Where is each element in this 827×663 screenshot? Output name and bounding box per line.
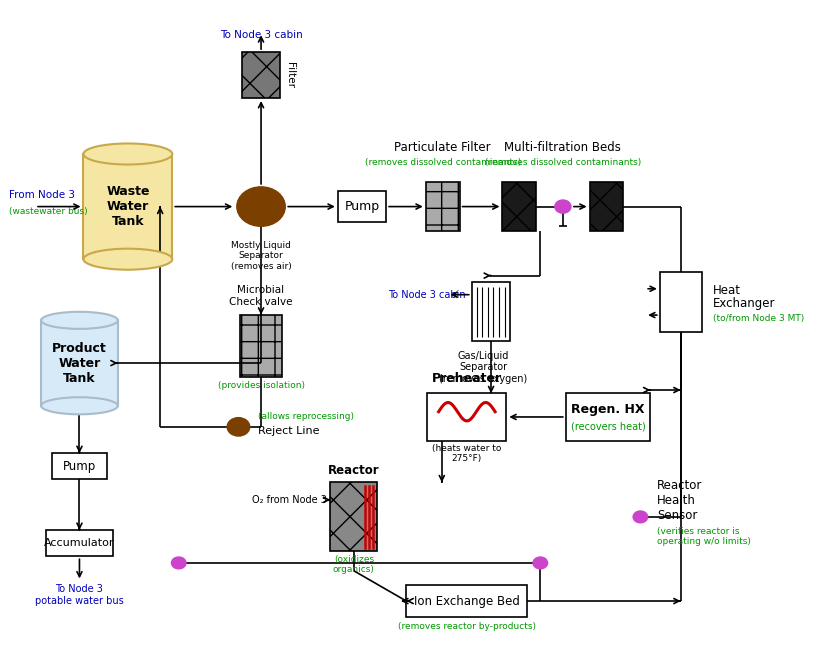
Text: To Node 3 cabin: To Node 3 cabin xyxy=(220,30,303,40)
Text: Reactor
Health
Sensor: Reactor Health Sensor xyxy=(657,479,703,522)
Text: Pump: Pump xyxy=(344,200,380,213)
Ellipse shape xyxy=(41,397,117,414)
Text: (removes dissolved contaminants): (removes dissolved contaminants) xyxy=(365,158,521,168)
Text: Mostly Liquid
Separator
(removes air): Mostly Liquid Separator (removes air) xyxy=(231,241,291,271)
Ellipse shape xyxy=(84,249,172,270)
Text: Multi-filtration Beds: Multi-filtration Beds xyxy=(504,141,621,154)
Text: Filter: Filter xyxy=(285,62,295,88)
Circle shape xyxy=(633,511,648,523)
Text: (allows reprocessing): (allows reprocessing) xyxy=(258,412,354,422)
FancyBboxPatch shape xyxy=(660,272,702,332)
Text: Heat: Heat xyxy=(713,284,741,296)
Text: Ion Exchange Bed: Ion Exchange Bed xyxy=(414,595,520,607)
FancyBboxPatch shape xyxy=(428,393,506,441)
Text: To Node 3 cabin: To Node 3 cabin xyxy=(388,290,466,300)
FancyBboxPatch shape xyxy=(241,52,280,98)
Ellipse shape xyxy=(84,143,172,164)
Text: To Node 3
potable water bus: To Node 3 potable water bus xyxy=(35,584,124,605)
FancyBboxPatch shape xyxy=(566,393,651,441)
FancyBboxPatch shape xyxy=(331,483,377,552)
Circle shape xyxy=(555,200,571,213)
Circle shape xyxy=(533,557,547,569)
Text: Exchanger: Exchanger xyxy=(713,298,776,310)
FancyBboxPatch shape xyxy=(406,585,528,617)
Text: Reject Line: Reject Line xyxy=(258,426,319,436)
FancyBboxPatch shape xyxy=(337,191,386,222)
FancyBboxPatch shape xyxy=(84,154,172,259)
Text: Preheater: Preheater xyxy=(432,373,502,385)
Text: (removes reactor by-products): (removes reactor by-products) xyxy=(398,622,536,631)
Text: (heats water to
275°F): (heats water to 275°F) xyxy=(433,444,501,463)
Circle shape xyxy=(227,418,250,436)
Text: Waste
Water
Tank: Waste Water Tank xyxy=(106,185,150,228)
FancyBboxPatch shape xyxy=(502,182,536,231)
Text: (removes dissolved contaminants): (removes dissolved contaminants) xyxy=(485,158,641,168)
Text: Regen. HX: Regen. HX xyxy=(571,402,645,416)
FancyBboxPatch shape xyxy=(46,530,112,556)
FancyBboxPatch shape xyxy=(471,282,510,341)
Ellipse shape xyxy=(41,312,117,329)
Text: (recovers heat): (recovers heat) xyxy=(571,422,646,432)
FancyBboxPatch shape xyxy=(240,315,282,377)
Text: Reactor: Reactor xyxy=(328,464,380,477)
Text: (to/from Node 3 MT): (to/from Node 3 MT) xyxy=(713,314,805,323)
FancyBboxPatch shape xyxy=(426,182,460,231)
Text: Microbial
Check valve: Microbial Check valve xyxy=(229,285,293,307)
Text: From Node 3: From Node 3 xyxy=(9,190,75,200)
Text: Pump: Pump xyxy=(63,459,96,473)
Text: Gas/Liquid
Separator
(removes oxygen): Gas/Liquid Separator (removes oxygen) xyxy=(439,351,527,384)
FancyBboxPatch shape xyxy=(590,182,624,231)
FancyBboxPatch shape xyxy=(52,453,107,479)
Text: Accumulator: Accumulator xyxy=(44,538,115,548)
Text: (wastewater bus): (wastewater bus) xyxy=(9,208,88,216)
Text: O₂ from Node 3: O₂ from Node 3 xyxy=(251,495,327,505)
Text: Particulate Filter: Particulate Filter xyxy=(394,141,491,154)
Text: (provides isolation): (provides isolation) xyxy=(218,381,304,390)
Circle shape xyxy=(237,187,285,226)
Text: (verifies reactor is
operating w/o limits): (verifies reactor is operating w/o limit… xyxy=(657,527,751,546)
Text: (oxidizes
organics): (oxidizes organics) xyxy=(333,555,375,574)
Circle shape xyxy=(171,557,186,569)
FancyBboxPatch shape xyxy=(41,320,117,406)
Text: Product
Water
Tank: Product Water Tank xyxy=(52,341,107,385)
